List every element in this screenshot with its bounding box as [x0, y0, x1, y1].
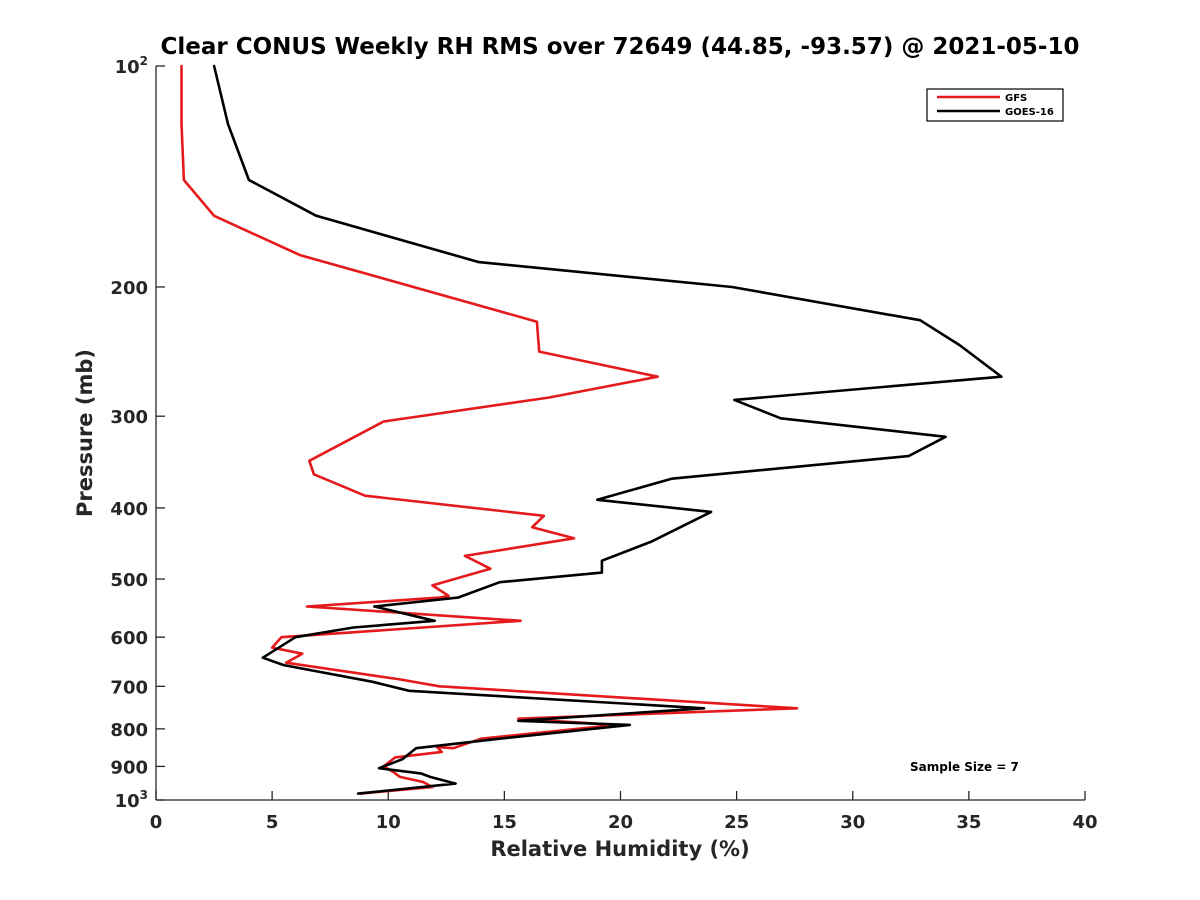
x-tick-label: 40 — [1072, 812, 1097, 833]
sample-size-annotation: Sample Size = 7 — [910, 760, 1019, 774]
y-tick-label: 700 — [110, 677, 148, 698]
chart-title: Clear CONUS Weekly RH RMS over 72649 (44… — [161, 34, 1080, 60]
y-tick-label: 103 — [115, 788, 148, 812]
x-tick-label: 25 — [724, 812, 749, 833]
y-axis-label: Pressure (mb) — [73, 349, 97, 517]
y-tick-label: 500 — [110, 570, 148, 591]
series-line-goes16 — [212, 64, 1003, 795]
x-tick-label: 15 — [492, 812, 517, 833]
x-tick-label: 35 — [956, 812, 981, 833]
y-tick-label: 800 — [110, 720, 148, 741]
y-tick-label: 900 — [110, 757, 148, 778]
x-tick-label: 0 — [150, 812, 163, 833]
y-tick-label: 300 — [110, 407, 148, 428]
legend-label-goes16: GOES-16 — [1005, 107, 1054, 118]
series-line-gfs — [180, 64, 799, 795]
legend-box — [926, 88, 1064, 122]
x-tick-label: 30 — [840, 812, 865, 833]
y-tick-label: 400 — [110, 499, 148, 520]
plot-area: 0 5 10 15 20 25 30 35 40 102 200 300 400 500 600 700 800… — [110, 54, 1097, 833]
legend-label-gfs: GFS — [1005, 93, 1027, 104]
legend: GFS GOES-16 — [926, 88, 1064, 122]
x-axis-label: Relative Humidity (%) — [490, 837, 749, 861]
y-tick-label: 600 — [110, 628, 148, 649]
y-tick-label: 200 — [110, 278, 148, 299]
x-tick-label: 5 — [266, 812, 279, 833]
x-tick-label: 20 — [608, 812, 633, 833]
y-tick-label: 102 — [115, 54, 148, 78]
x-tick-label: 10 — [376, 812, 401, 833]
